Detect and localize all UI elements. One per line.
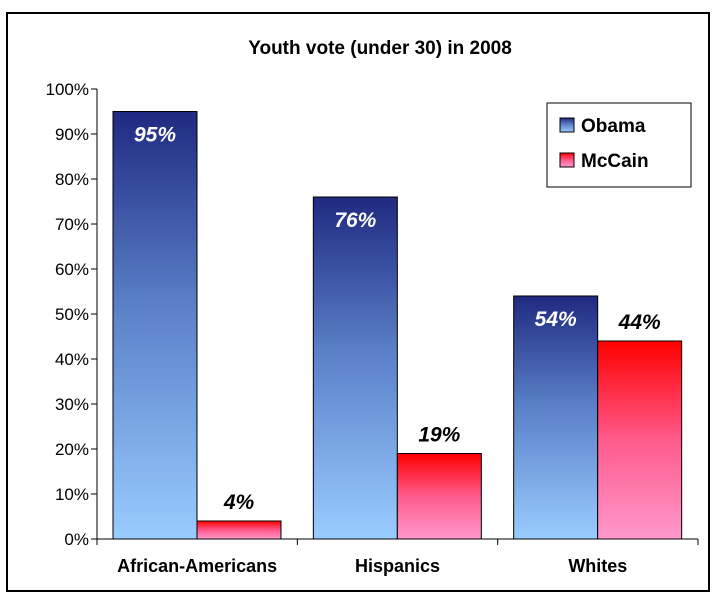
legend-box [546, 102, 692, 188]
bar-mccain [396, 453, 482, 540]
bar-obama [112, 111, 198, 540]
y-tick-label: 10% [55, 485, 89, 504]
y-axis: 0% 10% 20% 30% 40% 50% 60% 70% 80% 90% 100% [46, 80, 98, 549]
data-label: 76% [334, 209, 376, 232]
legend-swatch-mccain [559, 152, 575, 168]
y-tick-label: 70% [55, 215, 89, 234]
y-tick-label: 20% [55, 440, 89, 459]
legend-label: Obama [581, 116, 646, 137]
bar-mccain [196, 520, 282, 540]
legend: Obama McCain [546, 102, 692, 188]
x-tick-label: Whites [568, 556, 627, 576]
data-label: 44% [618, 311, 661, 334]
x-tick-label: African-Americans [117, 556, 277, 576]
y-tick-label: 40% [55, 350, 89, 369]
y-tick-label: 100% [46, 80, 89, 99]
bar-obama [513, 295, 599, 540]
data-label: 4% [223, 491, 255, 514]
legend-label: McCain [581, 151, 649, 172]
chart-frame: Youth vote (under 30) in 2008 0% 10% 20% 30… [6, 12, 710, 592]
data-label: 54% [535, 308, 577, 331]
y-tick-label: 0% [64, 530, 89, 549]
legend-swatch-obama [559, 117, 575, 133]
bar-chart: Youth vote (under 30) in 2008 0% 10% 20% 30… [46, 38, 699, 576]
y-tick-label: 30% [55, 395, 89, 414]
y-tick-label: 80% [55, 170, 89, 189]
y-tick-label: 50% [55, 305, 89, 324]
data-label: 19% [418, 424, 460, 447]
x-axis: African-Americans Hispanics Whites [96, 538, 699, 576]
bar-mccain [597, 340, 683, 540]
chart-title: Youth vote (under 30) in 2008 [248, 38, 512, 59]
y-tick-label: 60% [55, 260, 89, 279]
data-label: 95% [134, 124, 176, 147]
bar-obama [312, 196, 398, 540]
y-tick-label: 90% [55, 125, 89, 144]
plot-area: 95% 4% 76% 19% 54% 44% [112, 111, 683, 540]
x-tick-label: Hispanics [355, 556, 440, 576]
